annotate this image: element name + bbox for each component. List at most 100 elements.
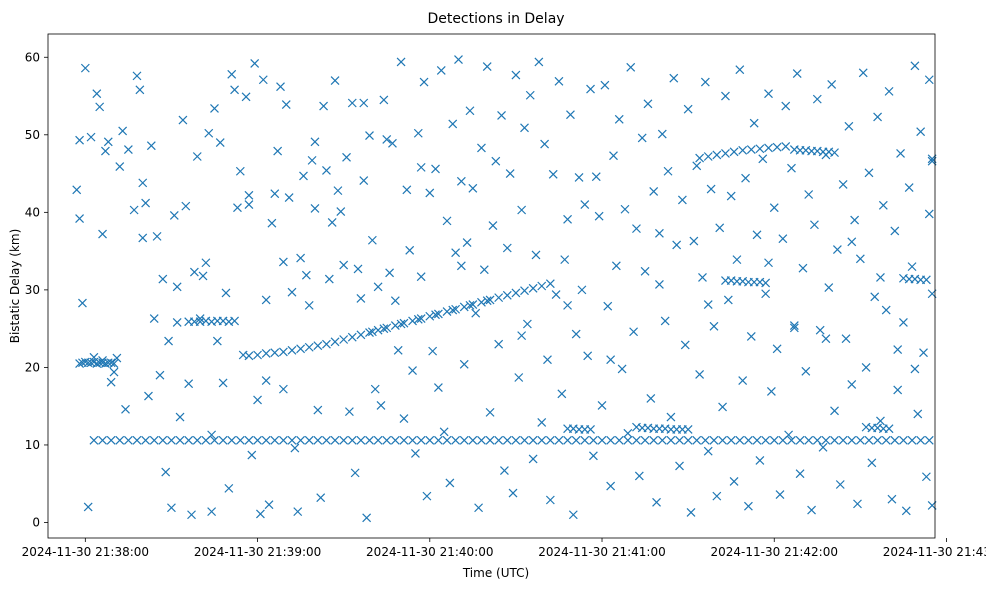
- data-point: [758, 154, 768, 164]
- data-point: [396, 57, 406, 67]
- data-point: [445, 478, 455, 488]
- data-point: [637, 133, 647, 143]
- data-point: [89, 352, 99, 362]
- data-point: [830, 435, 839, 445]
- data-point: [75, 359, 85, 368]
- data-point: [700, 77, 710, 87]
- data-point: [390, 435, 400, 445]
- data-point: [304, 300, 314, 310]
- data-point: [261, 435, 271, 445]
- data-point: [522, 319, 532, 329]
- data-point: [431, 164, 440, 174]
- data-point: [525, 90, 535, 100]
- data-point: [178, 115, 188, 125]
- data-point: [795, 469, 805, 479]
- data-point: [118, 126, 128, 136]
- data-point: [497, 110, 506, 120]
- data-point: [844, 121, 854, 131]
- data-point: [680, 340, 690, 350]
- data-point: [235, 166, 245, 176]
- data-point: [517, 205, 527, 215]
- data-point: [253, 350, 262, 360]
- data-point: [459, 359, 469, 369]
- data-point: [924, 75, 934, 85]
- data-point: [632, 224, 641, 234]
- data-point: [554, 435, 564, 445]
- data-point: [821, 334, 831, 344]
- data-point: [692, 435, 702, 445]
- data-point: [192, 435, 202, 445]
- data-point: [703, 152, 713, 161]
- data-point: [284, 193, 294, 203]
- data-point: [270, 189, 280, 199]
- x-tick-label: 2024-11-30 21:43:00: [883, 545, 986, 559]
- data-point: [898, 435, 908, 445]
- data-point: [296, 253, 306, 263]
- data-point: [743, 501, 753, 511]
- data-point: [296, 435, 306, 445]
- data-point: [419, 77, 429, 87]
- data-point: [218, 378, 228, 388]
- data-point: [221, 288, 231, 298]
- data-point: [830, 406, 839, 416]
- data-point: [847, 237, 857, 247]
- data-point: [743, 435, 753, 445]
- data-point: [778, 234, 788, 244]
- data-point: [870, 292, 880, 302]
- data-point: [663, 166, 673, 176]
- data-point: [459, 435, 469, 445]
- data-point: [98, 229, 107, 239]
- data-point: [155, 370, 165, 380]
- data-point: [761, 278, 771, 288]
- data-point: [422, 491, 432, 501]
- data-point: [683, 435, 693, 445]
- data-point: [330, 435, 340, 445]
- data-point: [545, 435, 555, 445]
- data-point: [287, 345, 297, 355]
- data-point: [893, 345, 903, 355]
- data-point: [278, 384, 288, 394]
- data-point: [344, 407, 354, 417]
- data-point: [210, 435, 219, 445]
- data-point: [244, 200, 254, 210]
- data-points: [72, 55, 937, 523]
- data-point: [227, 69, 237, 79]
- data-point: [898, 318, 908, 327]
- data-point: [204, 128, 214, 138]
- data-point: [787, 163, 796, 173]
- data-point: [746, 145, 756, 154]
- data-point: [454, 55, 463, 65]
- data-point: [907, 435, 917, 445]
- data-point: [227, 435, 237, 445]
- data-point: [675, 435, 684, 445]
- data-point: [431, 310, 440, 320]
- data-point: [359, 176, 369, 185]
- data-point: [333, 186, 343, 196]
- data-point: [655, 280, 664, 289]
- data-point: [876, 416, 885, 426]
- data-point: [390, 321, 400, 330]
- data-point: [144, 391, 153, 401]
- data-point: [887, 494, 897, 504]
- data-point: [907, 262, 917, 272]
- data-point: [629, 327, 639, 337]
- data-point: [890, 226, 900, 236]
- data-point: [726, 435, 736, 445]
- data-point: [881, 435, 891, 445]
- data-point: [123, 145, 133, 154]
- data-point: [812, 94, 822, 104]
- data-point: [149, 435, 159, 445]
- data-point: [494, 339, 504, 349]
- data-point: [367, 327, 377, 337]
- data-point: [919, 348, 928, 358]
- data-point: [477, 297, 486, 307]
- data-point: [721, 91, 730, 101]
- data-point: [224, 483, 234, 493]
- data-point: [672, 240, 682, 250]
- y-tick-label: 20: [25, 360, 40, 374]
- data-point: [586, 84, 595, 94]
- data-point: [141, 435, 151, 445]
- data-point: [632, 435, 641, 445]
- data-point: [494, 435, 504, 445]
